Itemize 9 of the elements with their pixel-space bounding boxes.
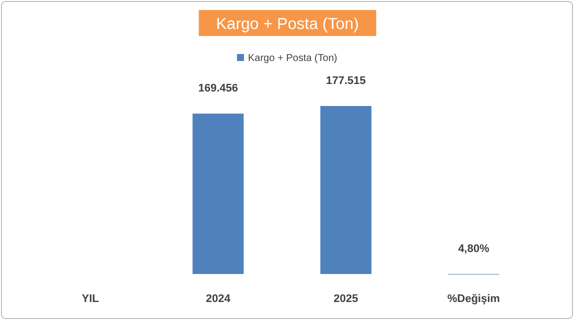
data-label: 177.515 xyxy=(326,75,366,87)
x-tick-label: YIL xyxy=(82,293,100,305)
legend-label: Kargo + Posta (Ton) xyxy=(248,53,338,64)
x-tick-label: 2025 xyxy=(334,293,358,305)
x-tick-label: %Değişim xyxy=(447,293,500,305)
data-label: 169.456 xyxy=(198,82,238,95)
x-tick-label: 2024 xyxy=(206,293,232,305)
chart-title: Kargo + Posta (Ton) xyxy=(216,16,359,33)
data-label: 4,80% xyxy=(458,242,490,255)
